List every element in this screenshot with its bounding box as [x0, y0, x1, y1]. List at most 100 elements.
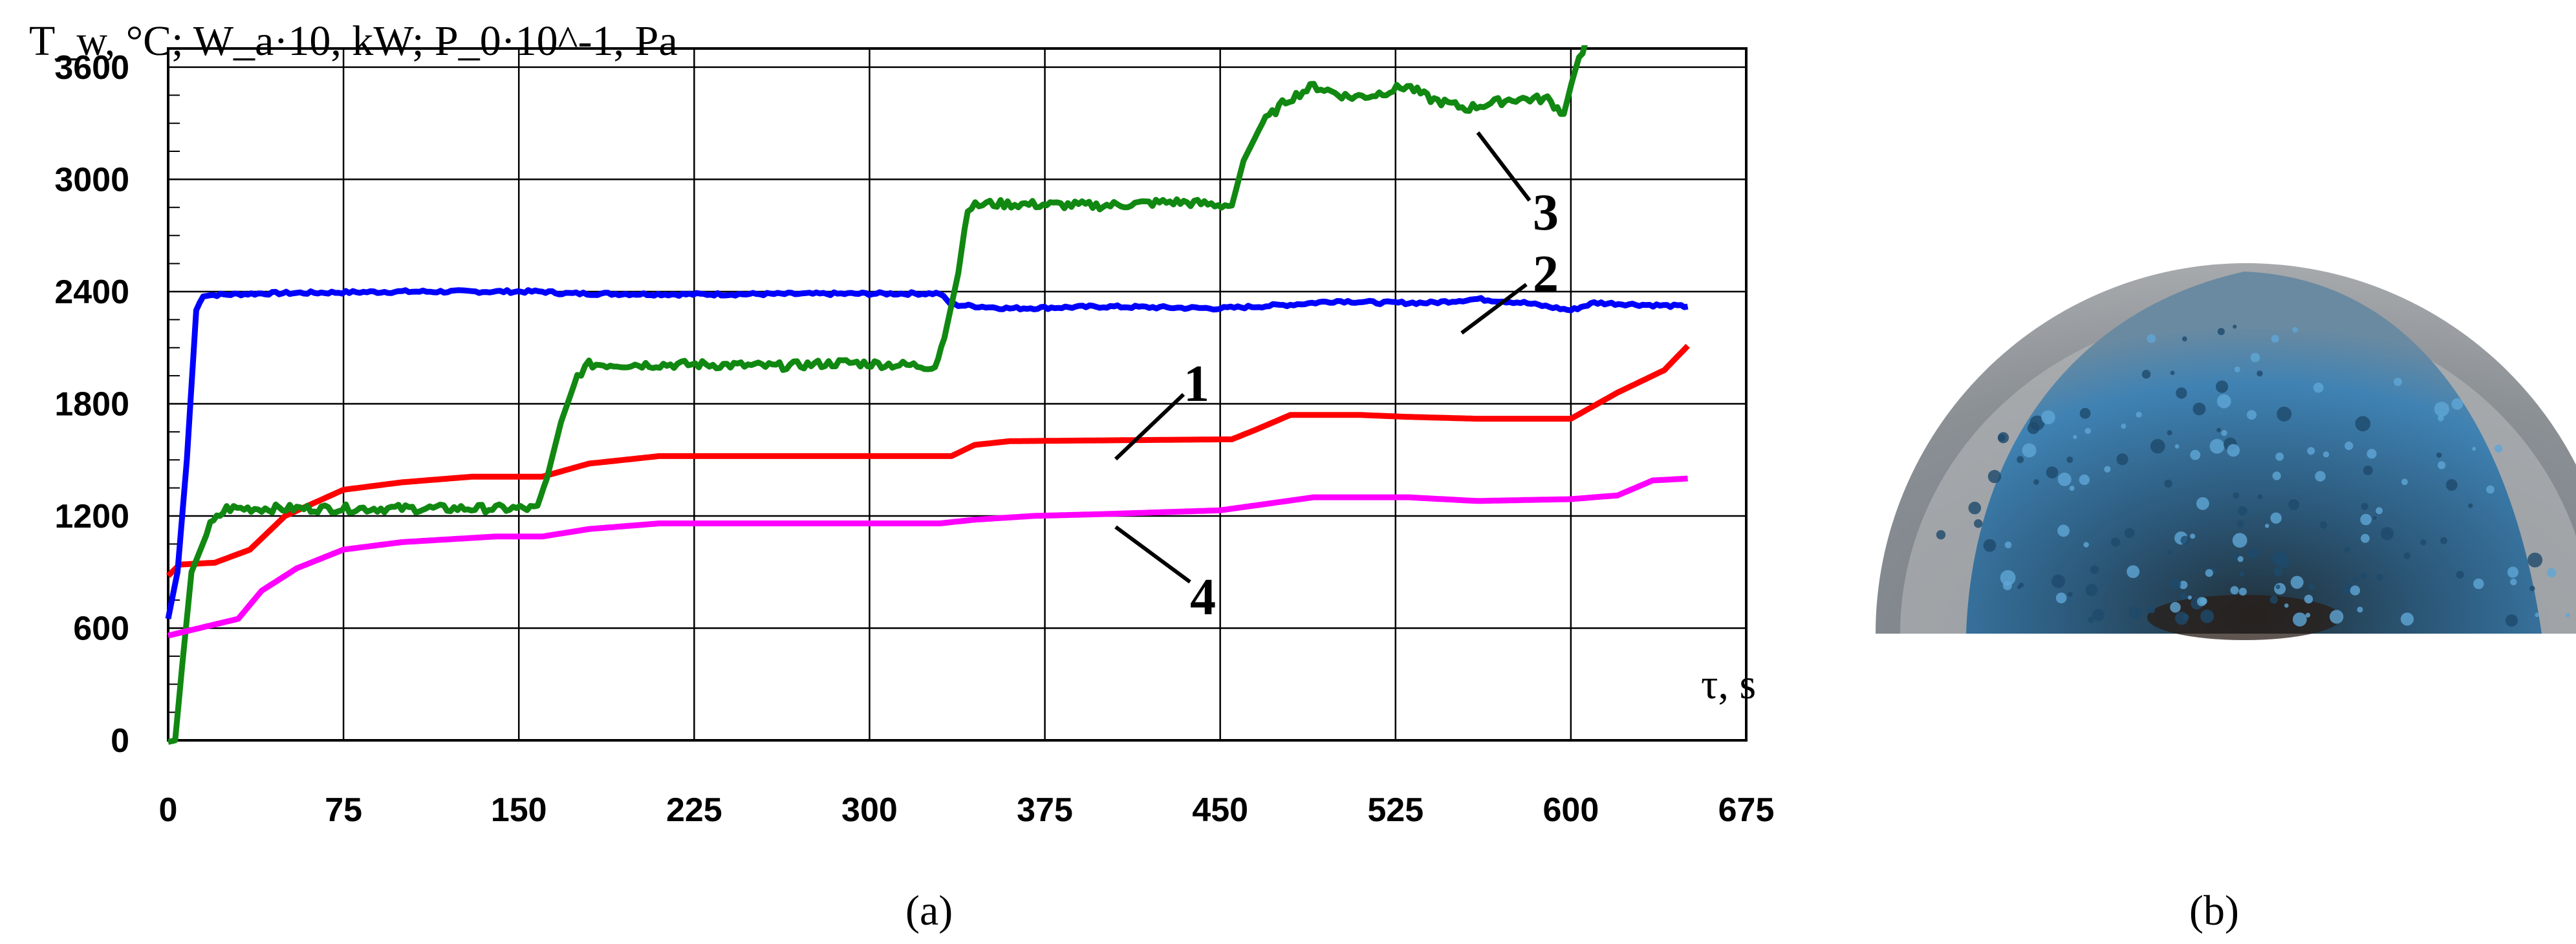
callout-line-1	[1114, 392, 1185, 461]
speckle	[2232, 553, 2239, 559]
speckle	[2363, 466, 2373, 475]
speckle	[2085, 584, 2098, 596]
x-tick-label: 150	[491, 791, 547, 829]
x-tick-label: 0	[159, 791, 178, 829]
speckle	[2022, 443, 2037, 458]
speckle	[2190, 533, 2196, 539]
speckle	[2322, 451, 2330, 458]
speckle	[2148, 606, 2156, 614]
sample-core	[1966, 272, 2542, 634]
speckle	[2505, 614, 2518, 627]
y-tick-label: 0	[111, 722, 129, 760]
speckle	[2127, 565, 2140, 578]
speckle	[2051, 574, 2066, 588]
speckle	[2232, 533, 2247, 548]
speckle	[2277, 556, 2289, 568]
speckle	[2361, 572, 2368, 579]
speckle	[2121, 424, 2127, 429]
speckle	[2017, 585, 2021, 589]
speckle	[2265, 524, 2269, 528]
speckle	[2216, 427, 2222, 433]
speckle	[2535, 612, 2540, 617]
speckle	[2247, 548, 2259, 559]
speckle	[2486, 485, 2495, 494]
speckle	[2200, 609, 2214, 623]
curve-label-2: 2	[1533, 246, 1559, 303]
sample-photo	[1876, 263, 2576, 640]
series-line-2	[165, 287, 1689, 619]
speckle	[2315, 471, 2326, 482]
speckle	[2372, 516, 2377, 520]
speckle	[2400, 612, 2414, 626]
speckle	[2269, 595, 2278, 604]
speckle	[2170, 602, 2181, 613]
speckle	[2176, 387, 2187, 399]
x-tick-label: 75	[325, 791, 362, 829]
speckle	[2216, 394, 2231, 409]
speckle	[2164, 479, 2172, 488]
series-line-4	[167, 475, 1688, 639]
speckle	[2104, 466, 2111, 473]
speckle	[2192, 402, 2206, 416]
speckle	[2196, 497, 2209, 510]
speckle	[1974, 519, 1983, 528]
speckle	[2111, 537, 2121, 547]
y-tick-label: 3000	[54, 161, 129, 198]
speckle	[2547, 568, 2557, 578]
speckle	[2004, 541, 2012, 549]
speckle	[2257, 494, 2263, 499]
callout-line-3	[1476, 131, 1532, 202]
speckle	[1968, 501, 1982, 515]
speckle	[2190, 449, 2201, 460]
speckle	[2055, 592, 2067, 604]
speckle	[2366, 449, 2377, 459]
speckle	[2304, 594, 2313, 604]
speckle	[2344, 546, 2350, 553]
speckle	[2066, 456, 2073, 463]
speckle	[2313, 382, 2324, 393]
speckle	[2179, 581, 2188, 590]
callout-line-2	[1460, 283, 1528, 335]
speckle	[1983, 539, 1997, 552]
panel-label-b: (b)	[2189, 887, 2239, 934]
speckle	[2083, 542, 2089, 548]
curve-callouts: 1 2 3 4	[1114, 131, 1559, 626]
speckle	[2352, 576, 2359, 583]
speckle	[2308, 584, 2315, 590]
speckle	[2376, 507, 2383, 515]
x-tick-label: 600	[1543, 791, 1599, 829]
sample-speckles	[1936, 325, 2570, 627]
speckle	[2277, 406, 2292, 422]
speckle	[2344, 441, 2354, 451]
plot-frame	[167, 47, 1748, 742]
speckle	[2273, 567, 2283, 577]
speckle	[2292, 327, 2299, 333]
x-tick-label: 675	[1718, 791, 1775, 829]
speckle	[2230, 586, 2239, 595]
speckle	[2170, 370, 2175, 375]
speckle	[2181, 336, 2187, 341]
y-tick-label: 600	[73, 610, 129, 647]
series-group	[165, 45, 1690, 745]
speckle	[2175, 612, 2189, 625]
speckle	[2233, 325, 2237, 329]
speckle	[2216, 380, 2229, 393]
speckle	[2473, 578, 2484, 590]
speckle	[2124, 528, 2135, 539]
speckle	[2360, 513, 2372, 526]
speckle	[2434, 402, 2449, 417]
speckle	[2566, 613, 2570, 617]
speckle	[1997, 434, 2006, 442]
speckle	[2350, 585, 2361, 595]
speckle	[2234, 366, 2240, 372]
y-tick-label: 1800	[54, 385, 129, 423]
speckle	[2187, 595, 2192, 600]
speckle	[2200, 597, 2207, 605]
speckle	[2305, 612, 2311, 618]
speckle	[2361, 533, 2370, 543]
speckle	[2057, 472, 2072, 486]
speckle	[2290, 575, 2304, 589]
speckle	[2141, 370, 2151, 379]
speckle	[2275, 452, 2284, 461]
